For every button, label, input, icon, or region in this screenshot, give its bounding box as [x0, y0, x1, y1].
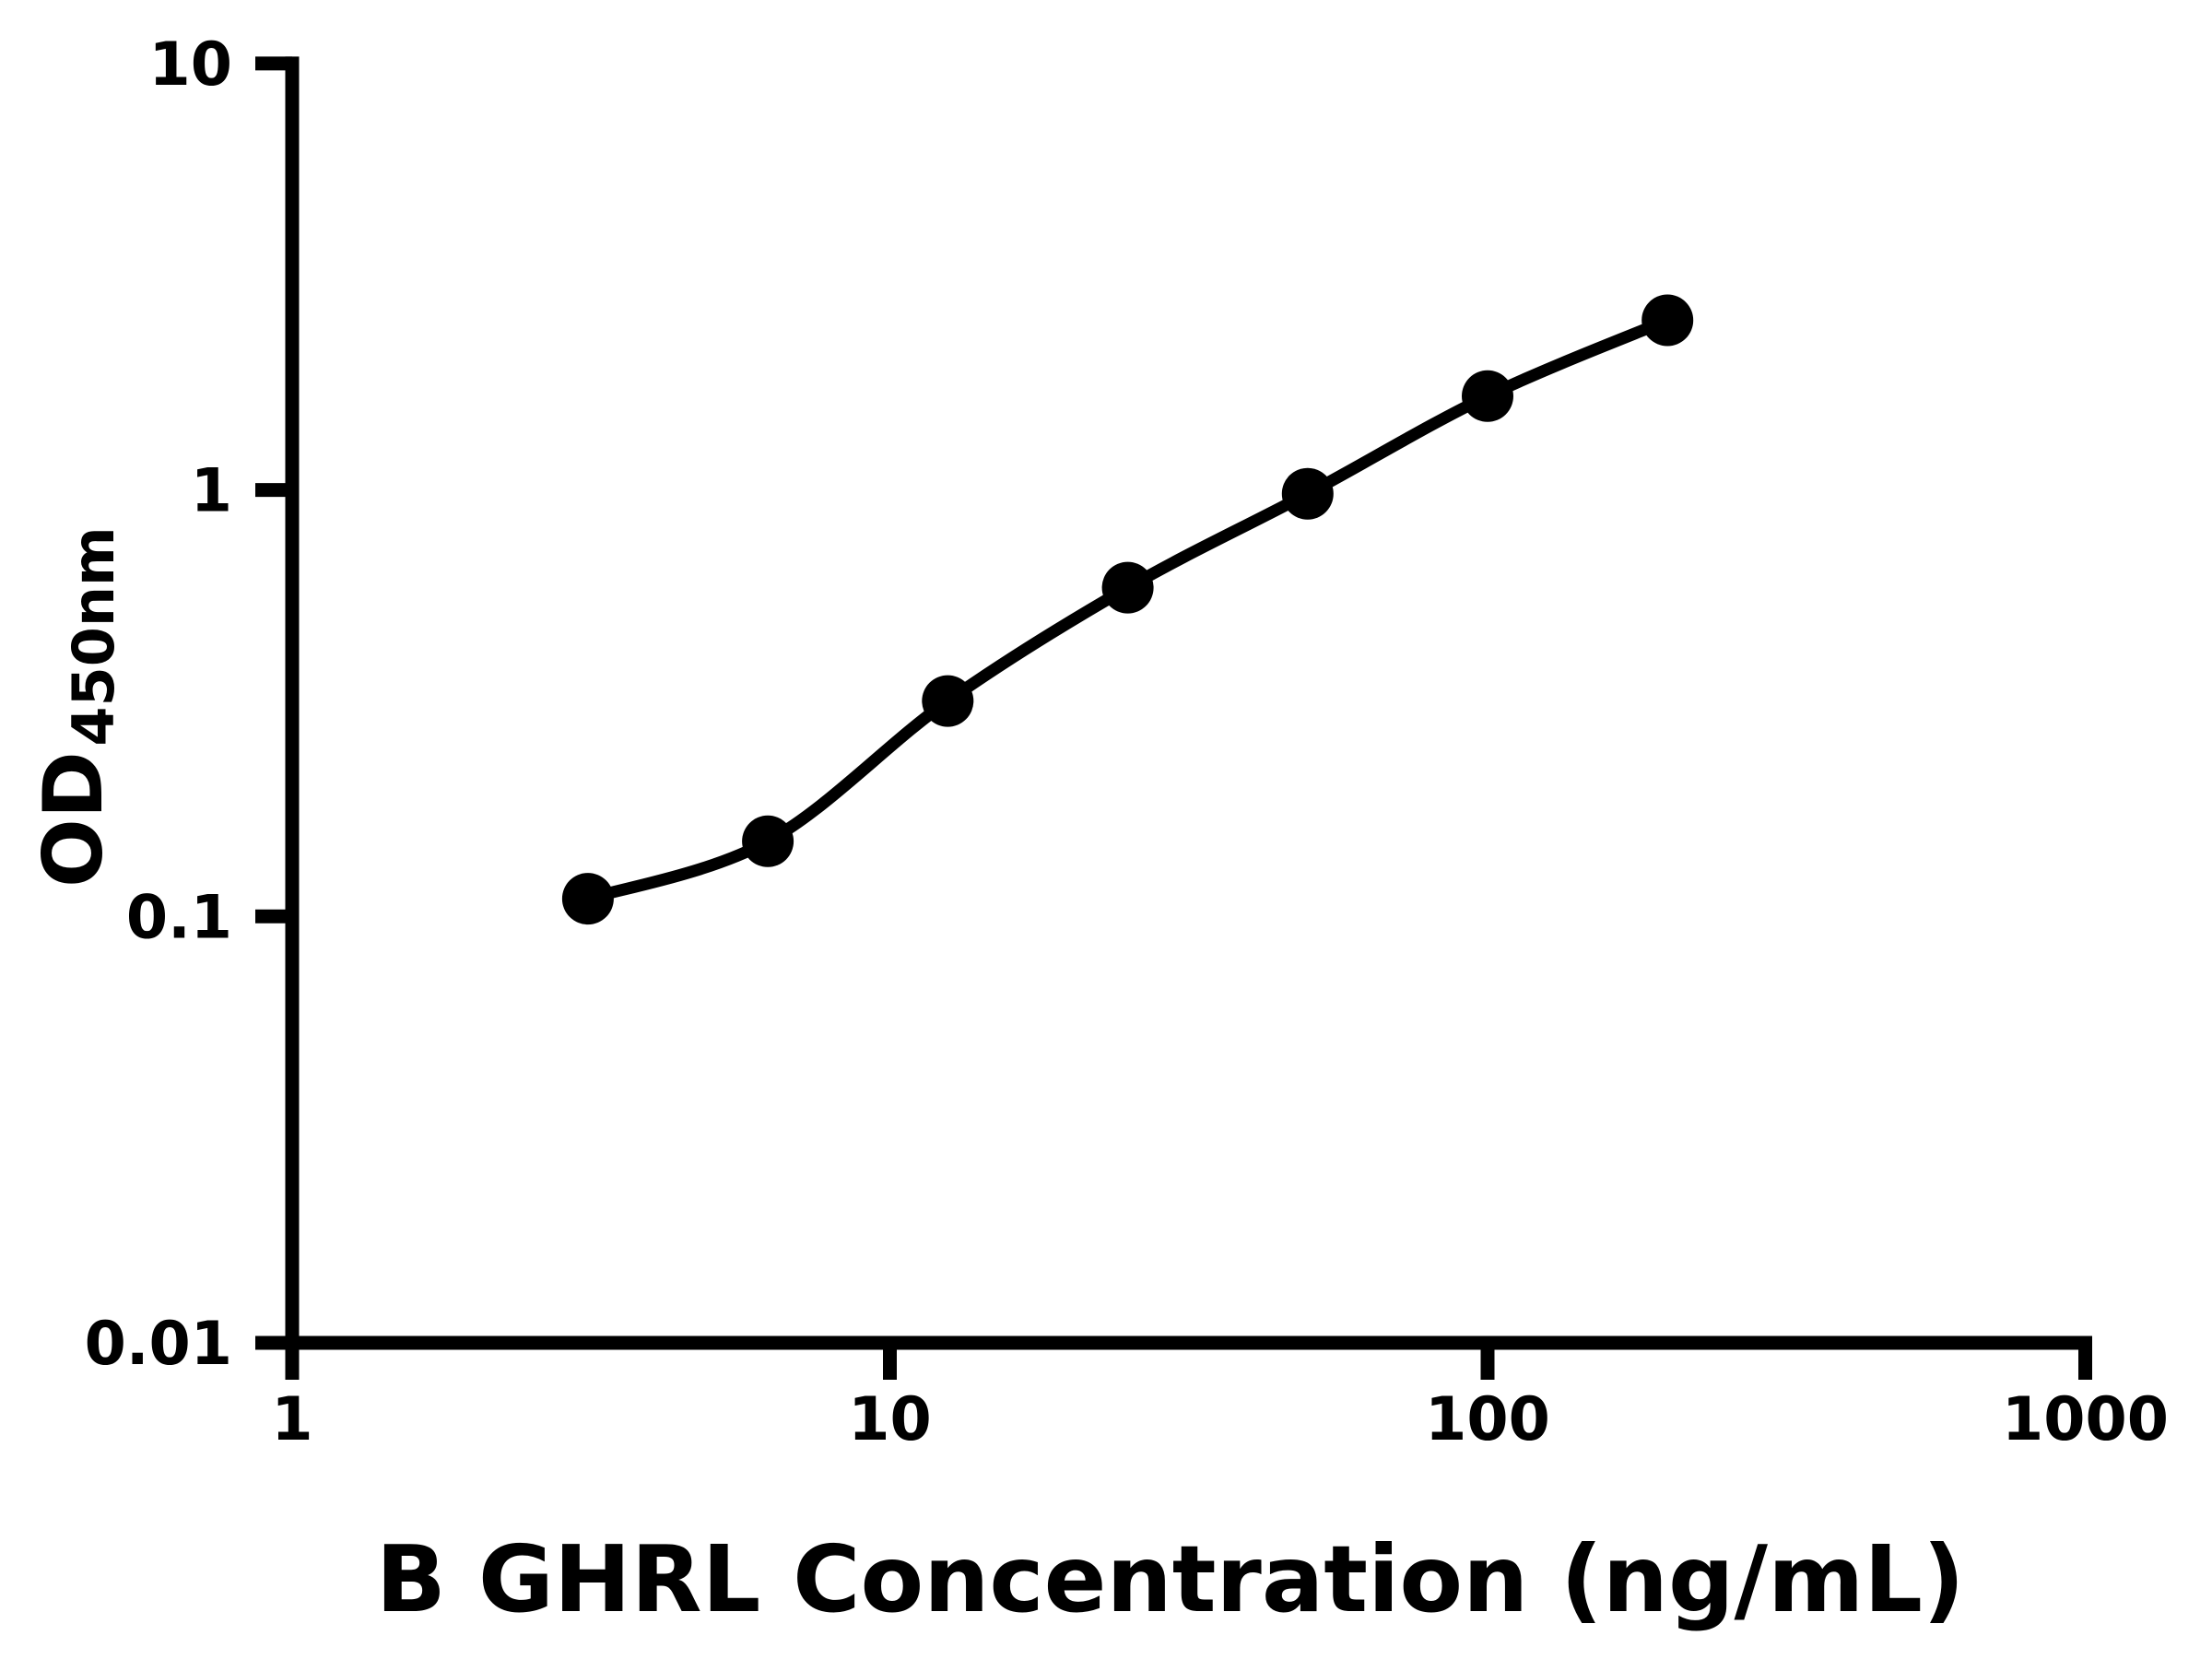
- y-axis-title-main: OD: [26, 751, 121, 888]
- x-tick-label-10: 10: [848, 1385, 931, 1454]
- x-axis-title: B GHRL Concentration (ng/mL): [376, 1525, 1965, 1633]
- plot-series: [561, 294, 1694, 925]
- axes: [255, 56, 2092, 1380]
- data-point: [1462, 370, 1513, 422]
- tick-labels: 10 1 0.1 0.01 1 10 100 1000: [85, 30, 2169, 1454]
- y-tick-label-10: 10: [149, 30, 232, 100]
- x-tick-label-1000: 1000: [2002, 1385, 2169, 1454]
- y-axis-title: OD 450nm: [26, 526, 127, 888]
- data-point: [742, 815, 794, 867]
- x-tick-label-1: 1: [271, 1385, 312, 1454]
- axis-spine: [255, 56, 2092, 1350]
- data-point: [922, 675, 974, 727]
- data-point: [561, 873, 614, 925]
- data-point: [1101, 561, 1154, 614]
- y-tick-label-1: 1: [191, 457, 232, 526]
- data-point: [1641, 294, 1694, 347]
- y-tick-label-0p01: 0.01: [85, 1310, 232, 1379]
- data-point: [1281, 467, 1334, 520]
- y-tick-label-0p1: 0.1: [126, 883, 232, 952]
- y-axis-title-subscript: 450nm: [60, 526, 127, 746]
- x-tick-label-100: 100: [1425, 1385, 1550, 1454]
